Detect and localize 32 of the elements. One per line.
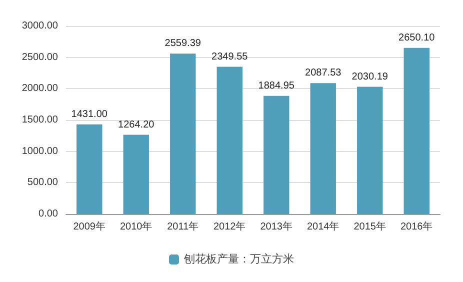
legend-label: 刨花板产量：万立方米 xyxy=(184,252,294,266)
x-tick-label: 2012年 xyxy=(214,220,246,232)
bar xyxy=(357,86,383,214)
x-tick-label: 2009年 xyxy=(73,220,106,232)
y-tick-label: 3000.00 xyxy=(22,20,58,32)
y-tick-label: 500.00 xyxy=(27,177,58,188)
y-tick-label: 2000.00 xyxy=(22,83,58,94)
x-tick-label: 2011年 xyxy=(167,220,199,232)
bar xyxy=(216,66,242,214)
data-label: 2650.10 xyxy=(398,32,436,44)
x-tick-label: 2013年 xyxy=(260,220,292,232)
x-tick-label: 2010年 xyxy=(120,220,152,232)
bar xyxy=(76,124,102,214)
data-label: 2559.39 xyxy=(164,38,202,50)
bar xyxy=(264,96,290,214)
data-label: 1264.20 xyxy=(118,119,155,130)
bar xyxy=(404,48,430,214)
data-label: 2030.19 xyxy=(352,71,388,82)
bar xyxy=(310,83,336,214)
data-label: 1431.00 xyxy=(71,108,108,120)
data-label: 2349.55 xyxy=(212,51,248,62)
data-label: 1884.95 xyxy=(258,80,295,92)
y-tick-label: 0.00 xyxy=(38,208,58,220)
x-tick-label: 2016年 xyxy=(400,220,433,232)
y-tick-label: 1000.00 xyxy=(22,146,58,157)
x-tick-label: 2015年 xyxy=(354,220,386,232)
x-tick-label: 2014年 xyxy=(307,220,340,232)
bar xyxy=(170,54,196,214)
y-tick-label: 2500.00 xyxy=(22,52,58,63)
y-tick-label: 1500.00 xyxy=(22,114,58,126)
bar xyxy=(123,134,149,214)
data-label: 2087.53 xyxy=(305,68,342,79)
